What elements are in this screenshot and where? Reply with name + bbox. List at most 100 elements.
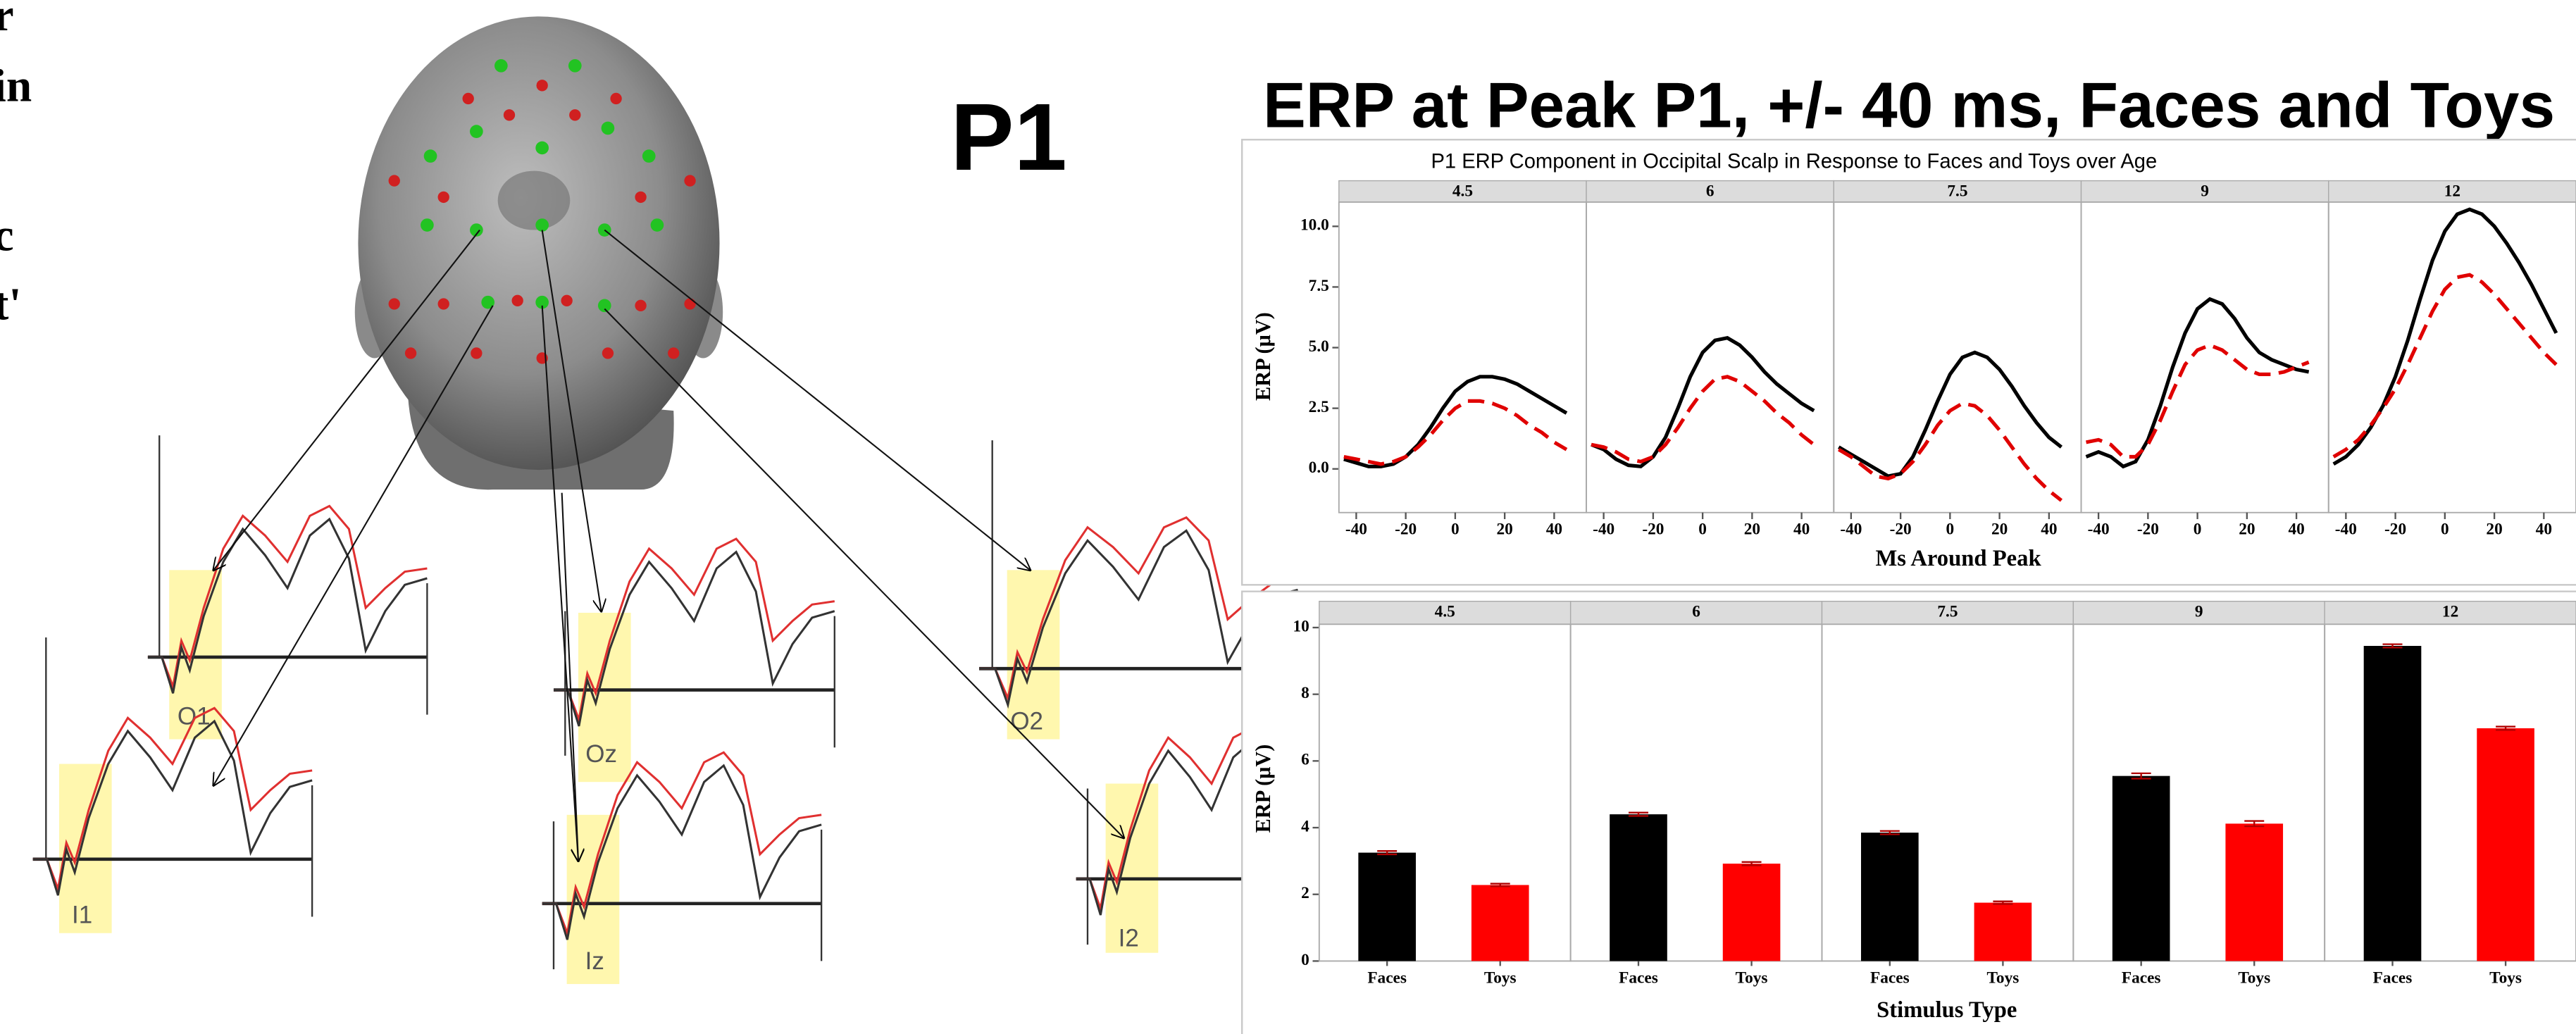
x-tick-label: 20: [2486, 521, 2502, 539]
electrode-dot: [504, 109, 515, 120]
x-tick-label: 20: [1744, 521, 1760, 539]
electrode-label: Oz: [585, 740, 617, 768]
electrode-dot: [635, 192, 646, 203]
facet-label: 6: [1706, 182, 1715, 200]
head-model: [355, 16, 723, 490]
x-tick-label: 40: [2536, 521, 2552, 539]
bar: [2113, 776, 2170, 961]
cropped-text: r in c t': [0, 0, 32, 330]
electrode-dot: [568, 59, 582, 73]
y-tick-label: 7.5: [1309, 277, 1329, 295]
electrode-dot: [684, 298, 695, 309]
x-tick-label: Faces: [1619, 968, 1658, 987]
x-tick-label: Toys: [2489, 968, 2522, 987]
electrode-dot: [598, 299, 611, 313]
electrode-dot: [421, 218, 434, 232]
y-tick-label: 0.0: [1309, 459, 1329, 477]
y-tick-label: 5.0: [1309, 337, 1329, 356]
bar: [1610, 814, 1667, 961]
x-tick-label: -20: [2137, 521, 2159, 539]
y-axis-title: ERP (μV): [1251, 745, 1275, 833]
cropped-line: r: [0, 0, 14, 41]
electrode-label: Iz: [585, 947, 604, 975]
electrode-dot: [389, 175, 400, 186]
electrode-dot: [602, 122, 615, 135]
y-tick-label: 10: [1293, 617, 1309, 635]
x-tick-label: 40: [2288, 521, 2304, 539]
facet-label: 12: [2444, 182, 2460, 200]
cropped-line: in: [0, 61, 32, 111]
x-tick-label: 20: [1991, 521, 2008, 539]
x-tick-label: -40: [2088, 521, 2110, 539]
electrode-dot: [569, 109, 580, 120]
x-tick-label: 20: [2239, 521, 2255, 539]
x-tick-label: 0: [1946, 521, 1955, 539]
x-tick-label: 20: [1496, 521, 1512, 539]
electrode-dot: [424, 149, 437, 163]
y-tick-label: 2.5: [1309, 398, 1329, 416]
electrode-dot: [471, 347, 482, 359]
bar: [1974, 903, 2032, 961]
x-tick-label: Faces: [2373, 968, 2413, 987]
facet-label: 7.5: [1947, 182, 1967, 200]
x-tick-label: -40: [1345, 521, 1367, 539]
facet-label: 9: [2195, 602, 2203, 621]
bar: [1358, 853, 1416, 961]
x-tick-label: Faces: [1367, 968, 1407, 987]
x-tick-label: 40: [1793, 521, 1810, 539]
electrode-dot: [438, 298, 449, 309]
y-tick-label: 2: [1301, 884, 1309, 902]
x-tick-label: 0: [2441, 521, 2449, 539]
x-tick-label: Toys: [2238, 968, 2270, 987]
electrode-dot: [642, 149, 656, 163]
electrode-dot: [494, 59, 508, 73]
x-tick-label: 0: [1451, 521, 1460, 539]
facet-label: 4.5: [1435, 602, 1455, 621]
x-tick-label: 0: [1698, 521, 1707, 539]
big-label: P1: [950, 84, 1066, 190]
x-tick-label: 0: [2194, 521, 2202, 539]
chart-title: P1 ERP Component in Occipital Scalp in R…: [1431, 151, 2157, 173]
electrode-dot: [535, 218, 549, 232]
electrode-dot: [535, 142, 549, 155]
cropped-line: t': [0, 279, 22, 330]
electrode-label: O1: [178, 702, 211, 730]
y-axis-title: ERP (μV): [1251, 312, 1275, 401]
x-tick-label: -20: [1395, 521, 1417, 539]
x-tick-label: -40: [1593, 521, 1614, 539]
x-tick-label: Toys: [1987, 968, 2020, 987]
crown: [498, 171, 571, 230]
electrode-dot: [610, 93, 621, 104]
x-tick-label: -20: [2384, 521, 2406, 539]
electrode-dot: [635, 300, 646, 311]
bar: [1861, 833, 1919, 961]
cropped-line: c: [0, 211, 14, 261]
electrode-dot: [512, 295, 523, 306]
x-tick-label: Faces: [2122, 968, 2161, 987]
y-tick-label: 8: [1301, 684, 1309, 702]
electrode-dot: [405, 347, 416, 359]
electrode-dot: [561, 295, 572, 306]
electrode-label: I2: [1119, 924, 1139, 952]
facet-label: 7.5: [1937, 602, 1958, 621]
bar: [2225, 823, 2283, 961]
x-tick-label: Toys: [1736, 968, 1768, 987]
x-axis-title: Stimulus Type: [1877, 997, 2017, 1023]
electrode-label: I1: [72, 902, 92, 929]
y-tick-label: 4: [1301, 817, 1309, 835]
electrode-dot: [684, 175, 695, 186]
electrode-dot: [389, 298, 400, 309]
x-tick-label: Toys: [1484, 968, 1517, 987]
slide: r in c t' P1 ERP at Peak P1, +/- 40 ms, …: [0, 0, 2576, 1034]
electrode-dot: [470, 125, 483, 138]
facet-label: 9: [2201, 182, 2209, 200]
electrode-dot: [668, 347, 679, 359]
y-tick-label: 6: [1301, 751, 1309, 769]
bar: [2477, 728, 2534, 961]
x-tick-label: -20: [1642, 521, 1664, 539]
bar: [2364, 646, 2422, 961]
electrode-dot: [463, 93, 474, 104]
electrode-dot: [438, 192, 449, 203]
x-tick-label: 40: [1546, 521, 1562, 539]
